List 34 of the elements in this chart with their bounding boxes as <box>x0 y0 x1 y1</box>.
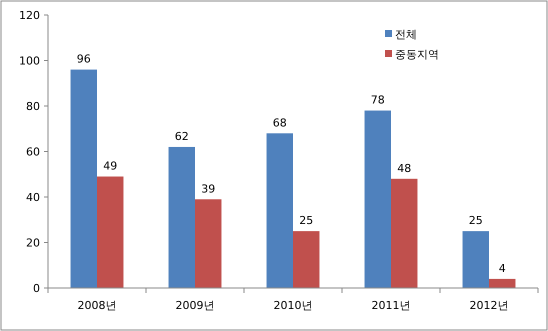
data-label: 78 <box>370 94 385 107</box>
data-label: 49 <box>103 160 118 173</box>
bar <box>462 231 489 288</box>
y-tick-label: 20 <box>26 236 40 250</box>
y-tick-label: 100 <box>19 54 40 68</box>
data-label: 48 <box>397 162 412 175</box>
bar <box>195 199 222 288</box>
x-tick-label: 2010년 <box>274 299 312 312</box>
data-label: 39 <box>201 182 216 196</box>
bar <box>293 231 320 288</box>
data-label: 68 <box>272 116 287 130</box>
bar <box>168 146 195 288</box>
data-label: 25 <box>468 214 483 228</box>
x-tick-label: 2012년 <box>470 299 508 312</box>
data-label: 96 <box>76 52 91 66</box>
y-tick-label: 0 <box>33 282 40 295</box>
bar <box>97 176 124 288</box>
y-tick-label: 60 <box>26 146 40 158</box>
bar <box>70 70 97 288</box>
data-label: 62 <box>174 130 189 143</box>
x-tick-label: 2011년 <box>372 299 410 312</box>
y-tick-label: 80 <box>26 100 40 113</box>
legend-label: 전체 <box>395 28 417 41</box>
legend-label: 중동지역 <box>395 48 439 61</box>
data-label: 25 <box>299 214 314 228</box>
x-tick-label: 2009년 <box>176 299 214 312</box>
bar <box>364 110 391 288</box>
data-label: 4 <box>498 262 506 275</box>
y-tick-label: 40 <box>26 191 40 204</box>
bar <box>391 178 418 288</box>
y-tick-label: 120 <box>19 9 40 22</box>
bar <box>266 133 293 288</box>
bar <box>489 278 516 288</box>
x-tick-label: 2008년 <box>78 299 116 312</box>
